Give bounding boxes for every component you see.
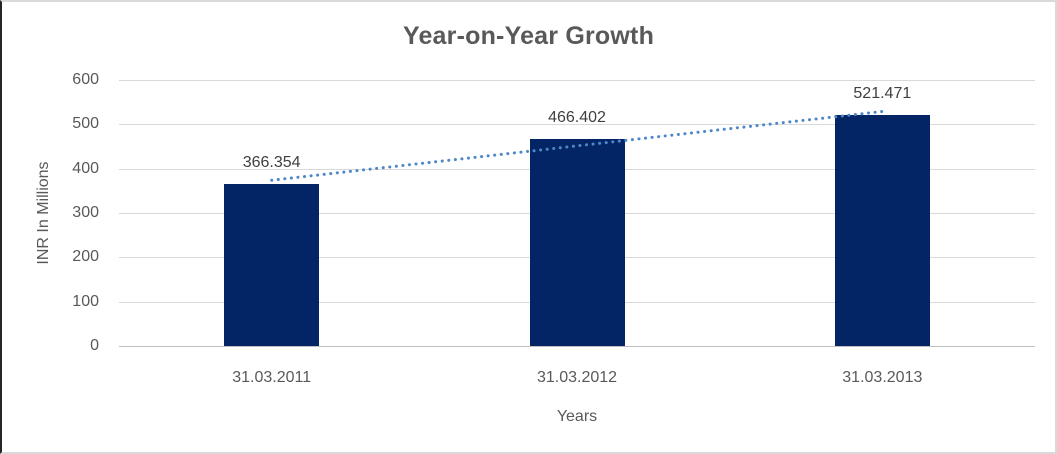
y-tick-label: 0 [90, 337, 99, 354]
bar-31.03.2013 [834, 114, 930, 346]
y-tick-label: 400 [72, 159, 99, 177]
y-tick-label: 200 [72, 248, 99, 266]
bar-31.03.2011 [224, 183, 320, 346]
gridline [119, 80, 1035, 81]
y-tick-label: 500 [72, 115, 99, 133]
x-tick-label: 31.03.2011 [232, 369, 312, 386]
x-tick-label: 31.03.2013 [842, 369, 923, 386]
y-tick-label: 100 [72, 292, 99, 310]
data-label: 521.471 [853, 84, 912, 102]
x-axis-line [119, 346, 1035, 347]
y-tick-label: 300 [72, 204, 99, 221]
y-tick-label: 600 [72, 71, 99, 88]
chart-title: Year-on-Year Growth [402, 22, 655, 50]
data-label: 366.354 [242, 153, 301, 171]
x-tick-label: 31.03.2012 [536, 369, 618, 386]
bar-31.03.2012 [529, 139, 625, 346]
x-axis-title: Years [556, 408, 598, 425]
data-label: 466.402 [548, 109, 606, 127]
plot-area: 366.354 466.402 521.471 [119, 80, 1035, 347]
